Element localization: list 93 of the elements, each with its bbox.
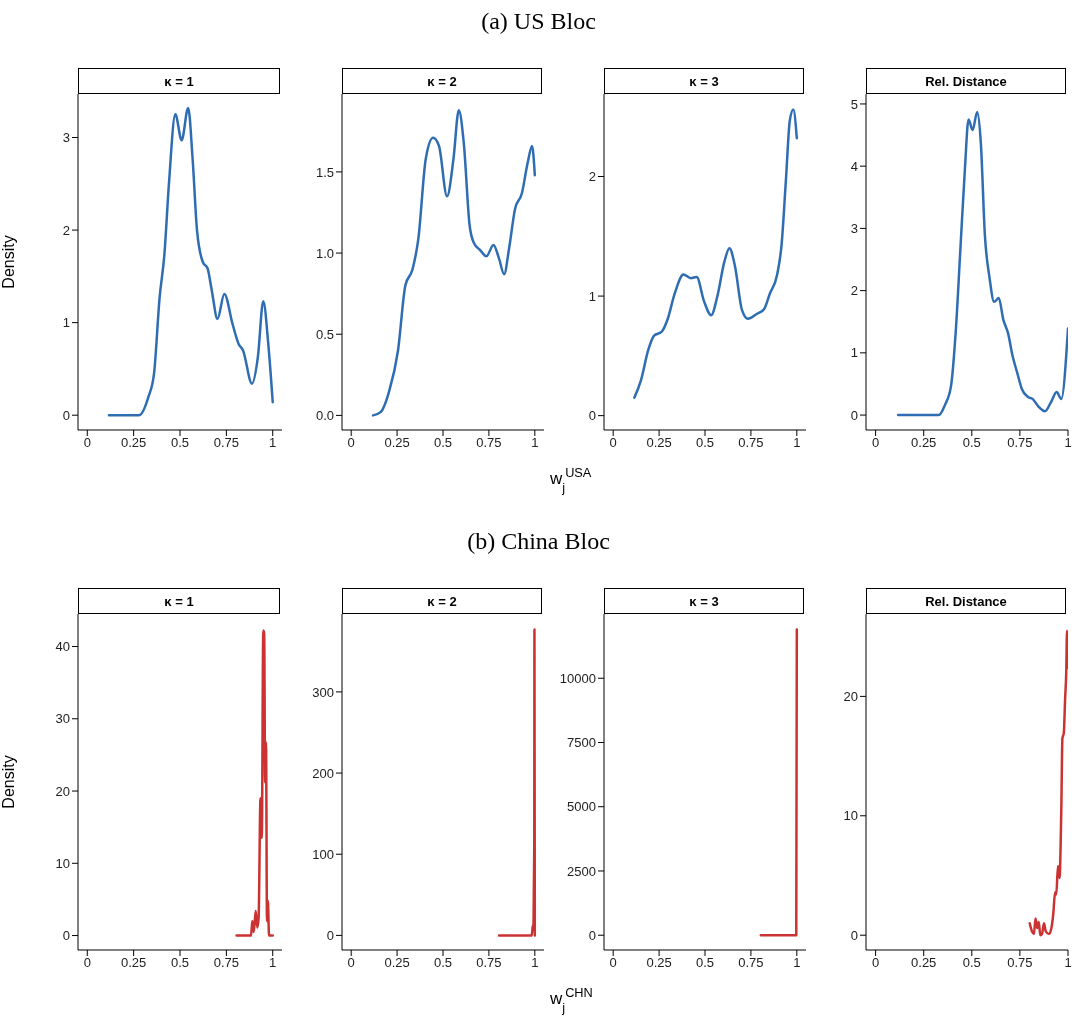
x-tick-label: 0.25 [646, 955, 672, 971]
x-tick-label: 0.25 [911, 955, 937, 971]
y-tick-label: 3 [62, 130, 70, 146]
y-axis-title: Density [0, 755, 17, 809]
x-tick-label: 0.75 [213, 955, 240, 971]
x-tick-label: 0.75 [1007, 955, 1033, 971]
x-tick-label: 0.25 [120, 435, 147, 451]
y-tick-label: 1 [850, 345, 858, 361]
y-tick-label: 20 [55, 783, 70, 799]
y-axis-title: Density [0, 235, 17, 289]
x-tick-label: 1 [531, 955, 539, 971]
x-tick-label: 1 [1064, 955, 1072, 971]
x-tick-label: 0.75 [476, 955, 502, 971]
y-tick-label: 0 [62, 407, 70, 423]
chart-title: κ = 2 [342, 68, 542, 94]
y-tick-label: 10 [843, 808, 858, 824]
x-tick-label: 0.5 [962, 955, 981, 971]
x-tick-label: 0.25 [384, 955, 410, 971]
y-tick-label: 300 [312, 684, 334, 700]
y-tick-label: 1 [62, 315, 70, 331]
x-tick-label: 0 [609, 435, 617, 451]
x-tick-label: 1 [793, 955, 801, 971]
chart-title: Rel. Distance [866, 68, 1066, 94]
chart-title: κ = 3 [604, 68, 804, 94]
line-series [896, 110, 1068, 417]
line-series [371, 108, 537, 417]
x-tick-label: 0.5 [962, 435, 981, 451]
chart-subtitle: (b) China Bloc [466, 528, 611, 555]
chart-title: Rel. Distance [866, 588, 1066, 614]
chart-title: κ = 1 [78, 68, 280, 94]
x-tick-label: 0.5 [433, 435, 453, 451]
x-tick-label: 0.25 [384, 435, 410, 451]
y-tick-label: 1.5 [315, 164, 334, 180]
y-tick-label: 7500 [567, 735, 596, 751]
x-tick-label: 0 [347, 435, 355, 451]
line-series [235, 629, 274, 937]
y-tick-label: 0 [326, 928, 334, 944]
y-tick-label: 5000 [567, 799, 596, 815]
x-tick-label: 0.25 [911, 435, 937, 451]
x-tick-label: 0.5 [170, 435, 190, 451]
x-tick-label: 0.25 [120, 955, 147, 971]
x-tick-label: 0.5 [695, 955, 715, 971]
y-tick-label: 4 [850, 158, 858, 174]
x-tick-label: 0.75 [213, 435, 240, 451]
y-tick-label: 0 [588, 408, 596, 424]
x-tick-label: 1 [1064, 435, 1072, 451]
chart-title: κ = 1 [78, 588, 280, 614]
y-tick-label: 3 [850, 221, 858, 237]
y-tick-label: 1.0 [315, 245, 334, 261]
y-tick-label: 20 [843, 689, 858, 704]
x-tick-label: 0.75 [738, 955, 764, 971]
x-tick-label: 0.75 [738, 435, 764, 451]
x-tick-label: 0.5 [170, 955, 190, 971]
y-tick-label: 1 [588, 288, 596, 304]
x-tick-label: 0.75 [1007, 435, 1033, 451]
y-tick-label: 2 [62, 222, 70, 238]
x-tick-label: 0.75 [476, 435, 502, 451]
x-tick-label: 0 [347, 955, 355, 971]
line-series [497, 628, 537, 937]
chart-subtitle: (a) US Bloc [480, 8, 597, 35]
x-tick-label: 0 [83, 955, 91, 971]
x-tick-label: 1 [531, 435, 539, 451]
y-tick-label: 2500 [567, 863, 596, 879]
y-tick-label: 0 [588, 927, 596, 943]
line-series [633, 108, 799, 399]
y-tick-label: 0.5 [315, 326, 334, 342]
y-tick-label: 40 [55, 639, 70, 655]
x-tick-label: 0.5 [433, 955, 453, 971]
chart-title: κ = 3 [604, 588, 804, 614]
y-tick-label: 0 [850, 927, 858, 943]
y-tick-label: 2 [850, 283, 858, 299]
x-tick-label: 0.25 [646, 435, 672, 451]
line-series [107, 106, 274, 417]
y-tick-label: 0.0 [315, 408, 334, 424]
x-tick-label: 0.5 [695, 435, 715, 451]
x-tick-label: 0 [872, 955, 880, 971]
x-tick-label: 0 [872, 435, 880, 451]
y-tick-label: 0 [62, 928, 70, 944]
y-tick-label: 30 [55, 711, 70, 727]
line-series [1028, 629, 1068, 937]
y-tick-label: 10000 [559, 670, 596, 686]
y-tick-label: 2 [588, 169, 596, 185]
x-tick-label: 0 [609, 955, 617, 971]
x-tick-label: 1 [793, 435, 801, 451]
x-tick-label: 1 [269, 955, 277, 971]
y-tick-label: 5 [850, 96, 858, 112]
y-tick-label: 0 [850, 407, 858, 423]
x-tick-label: 1 [269, 435, 277, 451]
y-tick-label: 100 [312, 846, 334, 862]
chart-title: κ = 2 [342, 588, 542, 614]
y-tick-label: 10 [55, 855, 70, 871]
x-tick-label: 0 [83, 435, 91, 451]
y-tick-label: 200 [312, 765, 334, 781]
